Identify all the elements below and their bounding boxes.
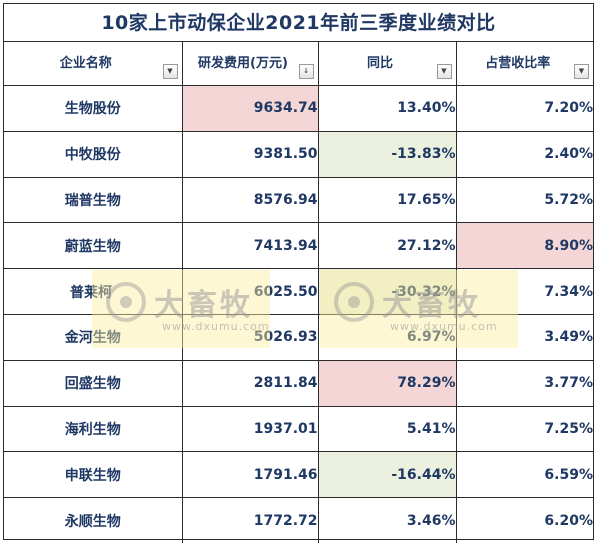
yoy-cell[interactable]: -30.32% bbox=[318, 268, 457, 315]
revenue-ratio-cell[interactable]: 6.20% bbox=[544, 512, 593, 529]
yoy-cell[interactable]: 78.29% bbox=[318, 360, 457, 407]
yoy-cell[interactable]: -16.44% bbox=[318, 451, 457, 499]
rd-expense-cell[interactable]: 2811.84 bbox=[182, 360, 319, 407]
sort-descending-icon[interactable]: ↓ bbox=[298, 64, 314, 79]
header-revenue-ratio: 占营收比率 ▼ bbox=[456, 42, 593, 86]
table-row: 金河生物 5026.93 6.97% 3.49% bbox=[4, 314, 593, 361]
revenue-ratio-cell[interactable]: 5.72% bbox=[456, 177, 593, 224]
table-row: 蔚蓝生物 7413.94 27.12% 8.90% bbox=[4, 222, 593, 270]
spreadsheet: 10家上市动保企业2021年前三季度业绩对比 企业名称 ▼ 研发费用(万元) ↓… bbox=[3, 3, 594, 543]
header-yoy: 同比 ▼ bbox=[318, 42, 457, 86]
yoy-cell[interactable]: 17.65% bbox=[318, 177, 457, 224]
company-name-cell[interactable]: 瑞普生物 bbox=[4, 177, 183, 224]
company-name-cell[interactable]: 申联生物 bbox=[4, 451, 183, 499]
revenue-ratio-cell[interactable]: 2.40% bbox=[456, 131, 593, 178]
header-label: 企业名称 bbox=[59, 56, 112, 71]
table-title: 10家上市动保企业2021年前三季度业绩对比 bbox=[4, 4, 593, 42]
rd-expense-cell[interactable]: 1791.46 bbox=[182, 451, 319, 499]
revenue-ratio-cell[interactable]: 7.25% bbox=[456, 406, 593, 453]
rd-expense-cell[interactable]: 7413.94 bbox=[182, 222, 319, 270]
yoy-cell[interactable]: 13.40% bbox=[318, 85, 457, 132]
table-row: 中牧股份 9381.50 -13.83% 2.40% bbox=[4, 131, 593, 178]
yoy-cell[interactable]: 6.97% bbox=[318, 314, 457, 361]
yoy-cell[interactable]: 3.46% bbox=[318, 497, 457, 543]
rd-expense-cell[interactable]: 6025.50 bbox=[182, 268, 319, 315]
yoy-cell[interactable]: 27.12% bbox=[318, 222, 457, 270]
table-row: 永顺生物 1772.72 3.46% 6.20% bbox=[4, 497, 593, 543]
data-table: 企业名称 ▼ 研发费用(万元) ↓ 同比 ▼ 占营收比率 ▼ 生物股份 bbox=[4, 42, 593, 543]
company-name-cell[interactable]: 普莱柯 bbox=[4, 268, 183, 315]
table-row: 申联生物 1791.46 -16.44% 6.59% bbox=[4, 451, 593, 499]
revenue-ratio-cell[interactable]: 8.90% bbox=[456, 222, 593, 270]
rd-expense-cell[interactable]: 8576.94 bbox=[182, 177, 319, 224]
filter-dropdown-icon[interactable]: ▼ bbox=[436, 64, 452, 79]
rd-expense-cell[interactable]: 9634.74 bbox=[182, 85, 319, 132]
table-row: 普莱柯 6025.50 -30.32% 7.34% bbox=[4, 268, 593, 315]
filter-dropdown-icon[interactable]: ▼ bbox=[162, 64, 178, 79]
company-name-cell[interactable]: 海利生物 bbox=[4, 406, 183, 453]
revenue-ratio-cell[interactable]: 7.34% bbox=[456, 268, 593, 315]
rd-expense-cell[interactable]: 1937.01 bbox=[182, 406, 319, 453]
company-name-cell[interactable]: 蔚蓝生物 bbox=[4, 222, 183, 270]
rd-expense-cell[interactable]: 9381.50 bbox=[182, 131, 319, 178]
table-row: 海利生物 1937.01 5.41% 7.25% bbox=[4, 406, 593, 453]
table-row: 瑞普生物 8576.94 17.65% 5.72% bbox=[4, 177, 593, 224]
header-rd-expense: 研发费用(万元) ↓ bbox=[182, 42, 319, 86]
revenue-ratio-cell[interactable]: 6.59% bbox=[456, 451, 593, 499]
revenue-ratio-cell[interactable]: 3.49% bbox=[456, 314, 593, 361]
company-name-cell[interactable]: 金河生物 bbox=[4, 314, 183, 361]
yoy-cell[interactable]: -13.83% bbox=[318, 131, 457, 178]
rd-expense-cell[interactable]: 5026.93 bbox=[182, 314, 319, 361]
company-name-cell[interactable]: 生物股份 bbox=[4, 85, 183, 132]
table-row: 回盛生物 2811.84 78.29% 3.77% bbox=[4, 360, 593, 407]
table-row: 生物股份 9634.74 13.40% 7.20% bbox=[4, 85, 593, 132]
revenue-ratio-cell[interactable]: 3.77% bbox=[456, 360, 593, 407]
filter-dropdown-icon[interactable]: ▼ bbox=[574, 64, 589, 79]
company-name-cell[interactable]: 中牧股份 bbox=[4, 131, 183, 178]
header-company-name: 企业名称 ▼ bbox=[4, 42, 183, 86]
rd-expense-cell[interactable]: 1772.72 bbox=[182, 497, 319, 543]
yoy-cell[interactable]: 5.41% bbox=[318, 406, 457, 453]
company-name-cell[interactable]: 永顺生物 bbox=[4, 497, 183, 543]
header-row: 企业名称 ▼ 研发费用(万元) ↓ 同比 ▼ 占营收比率 ▼ bbox=[4, 42, 593, 86]
header-label: 研发费用(万元) bbox=[198, 56, 288, 71]
header-label: 同比 bbox=[366, 56, 393, 71]
company-name-cell[interactable]: 回盛生物 bbox=[4, 360, 183, 407]
revenue-ratio-cell[interactable]: 7.20% bbox=[456, 85, 593, 132]
header-label: 占营收比率 bbox=[485, 56, 551, 71]
